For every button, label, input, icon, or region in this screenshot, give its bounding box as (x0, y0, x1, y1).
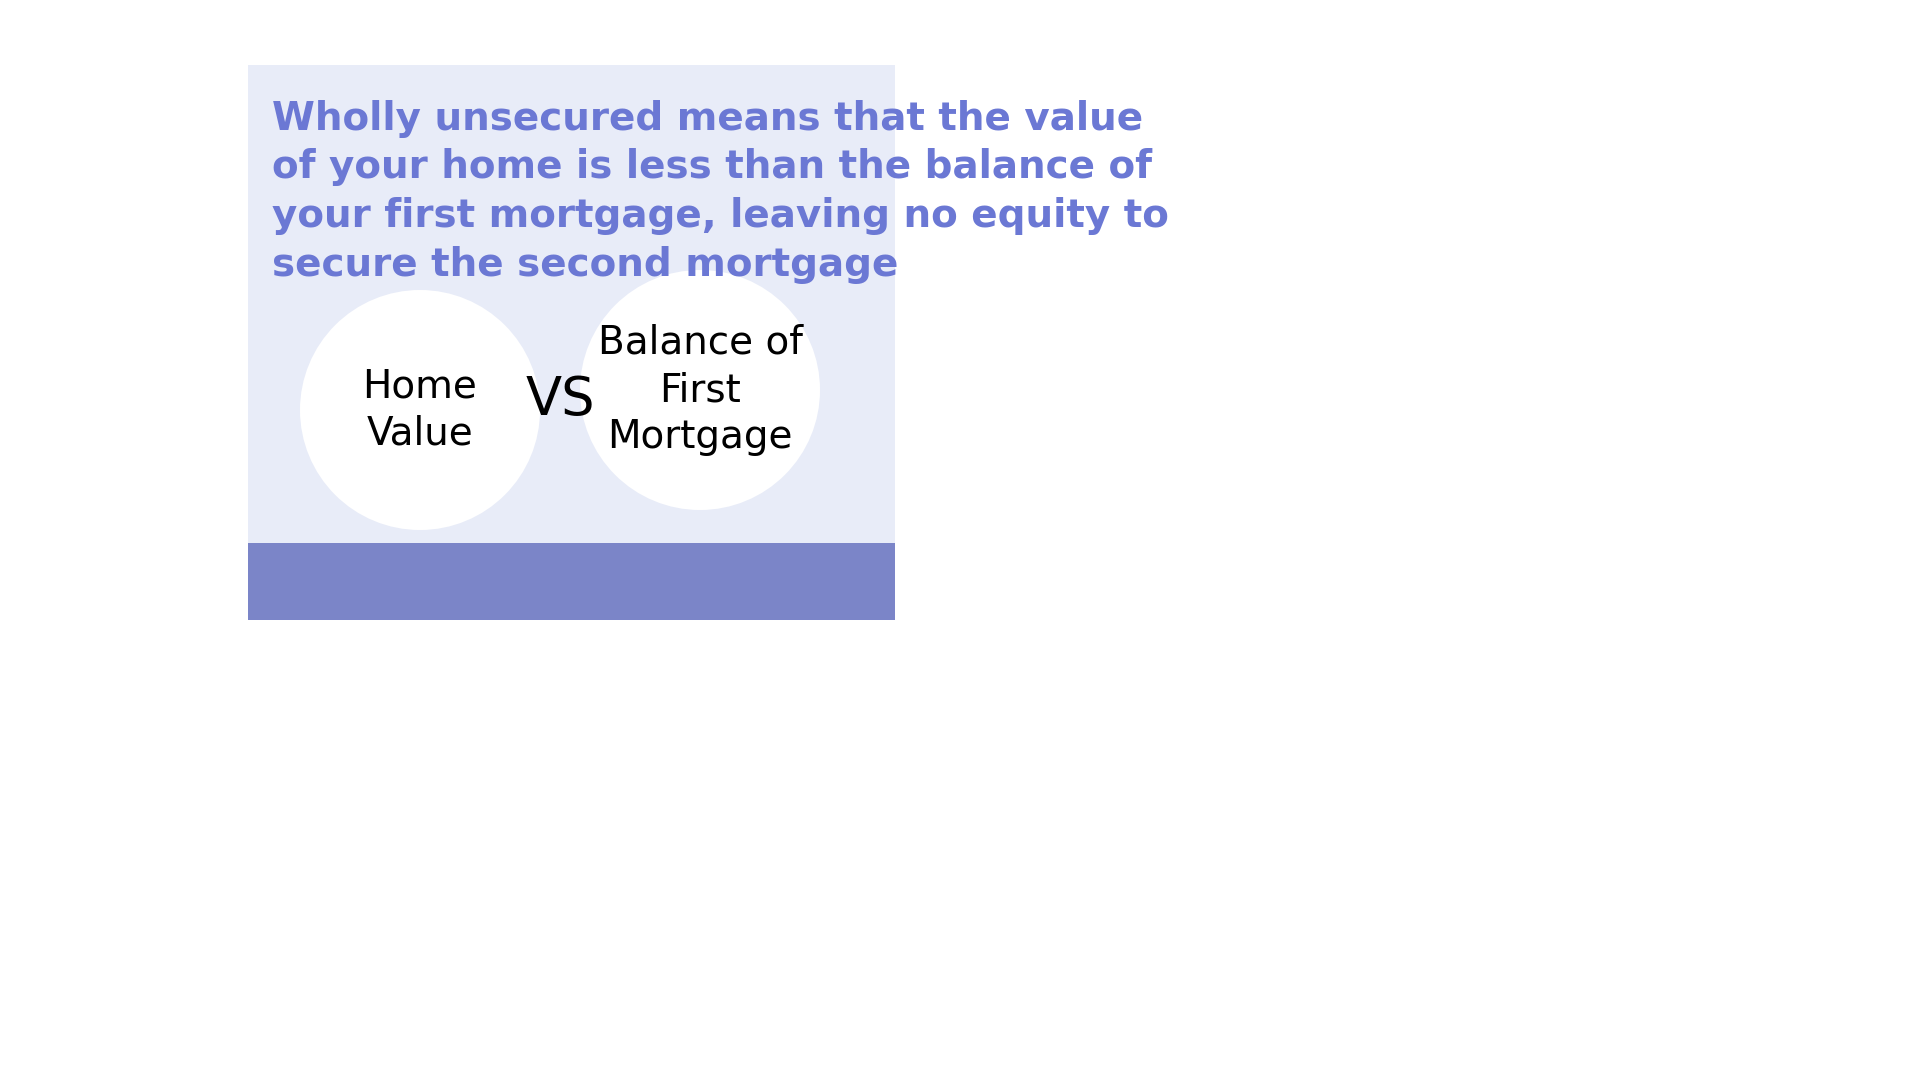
Ellipse shape (580, 270, 820, 510)
Text: Home
Value: Home Value (363, 367, 478, 453)
FancyBboxPatch shape (248, 543, 895, 620)
Text: VS: VS (526, 374, 595, 426)
FancyBboxPatch shape (248, 65, 895, 620)
Text: Balance of
First
Mortgage: Balance of First Mortgage (597, 324, 803, 456)
Ellipse shape (300, 291, 540, 530)
Text: Wholly unsecured means that the value
of your home is less than the balance of
y: Wholly unsecured means that the value of… (273, 100, 1169, 283)
